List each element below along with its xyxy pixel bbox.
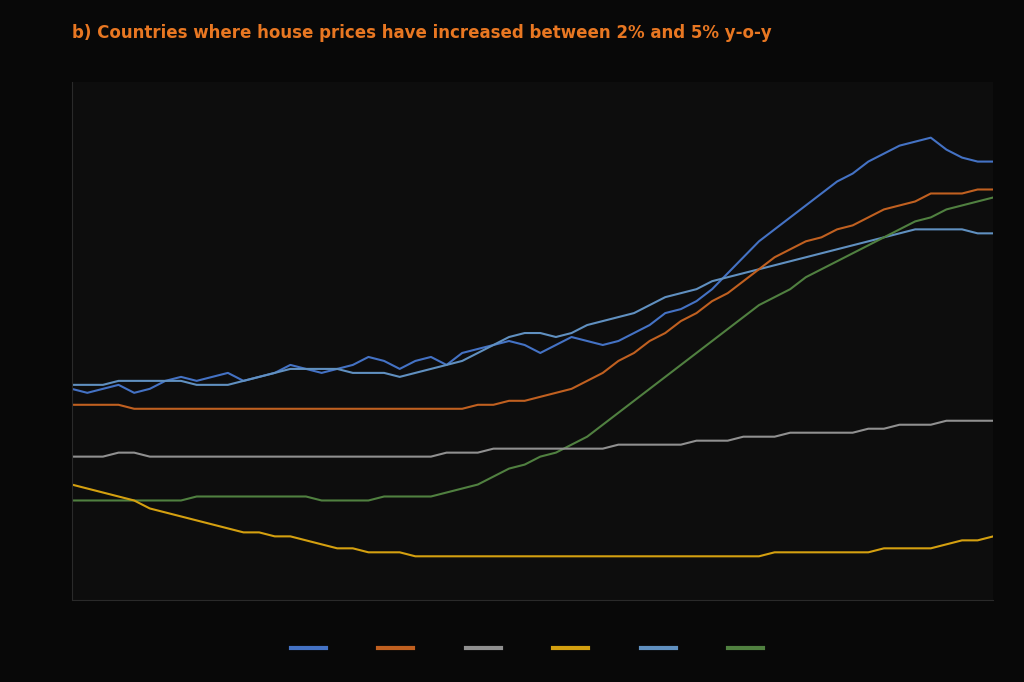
Text: b) Countries where house prices have increased between 2% and 5% y-o-y: b) Countries where house prices have inc…	[72, 24, 771, 42]
Legend: , , , , , : , , , , ,	[286, 636, 779, 661]
